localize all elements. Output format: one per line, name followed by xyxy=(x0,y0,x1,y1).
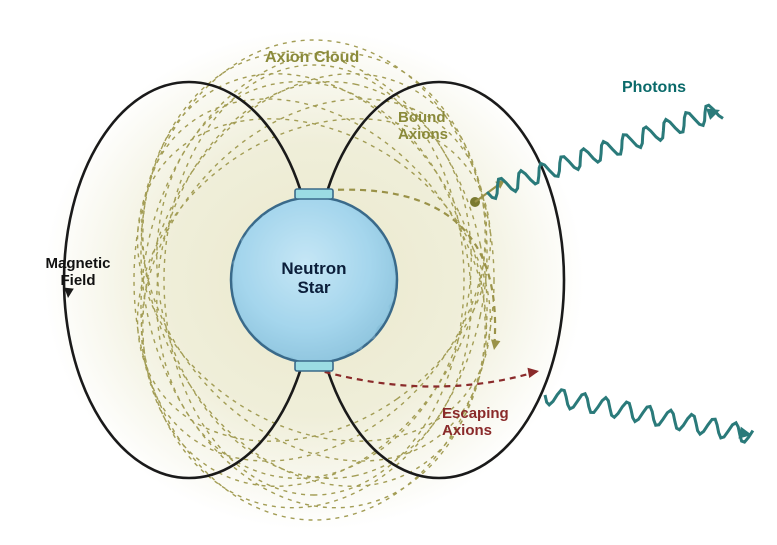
polar-cap-bottom xyxy=(295,361,333,371)
bound-axions-label: BoundAxions xyxy=(398,109,448,143)
photons-label: Photons xyxy=(622,79,686,96)
photon-wave xyxy=(545,390,753,442)
polar-cap-top xyxy=(295,189,333,199)
axion-cloud-label: Axion Cloud xyxy=(265,49,359,66)
